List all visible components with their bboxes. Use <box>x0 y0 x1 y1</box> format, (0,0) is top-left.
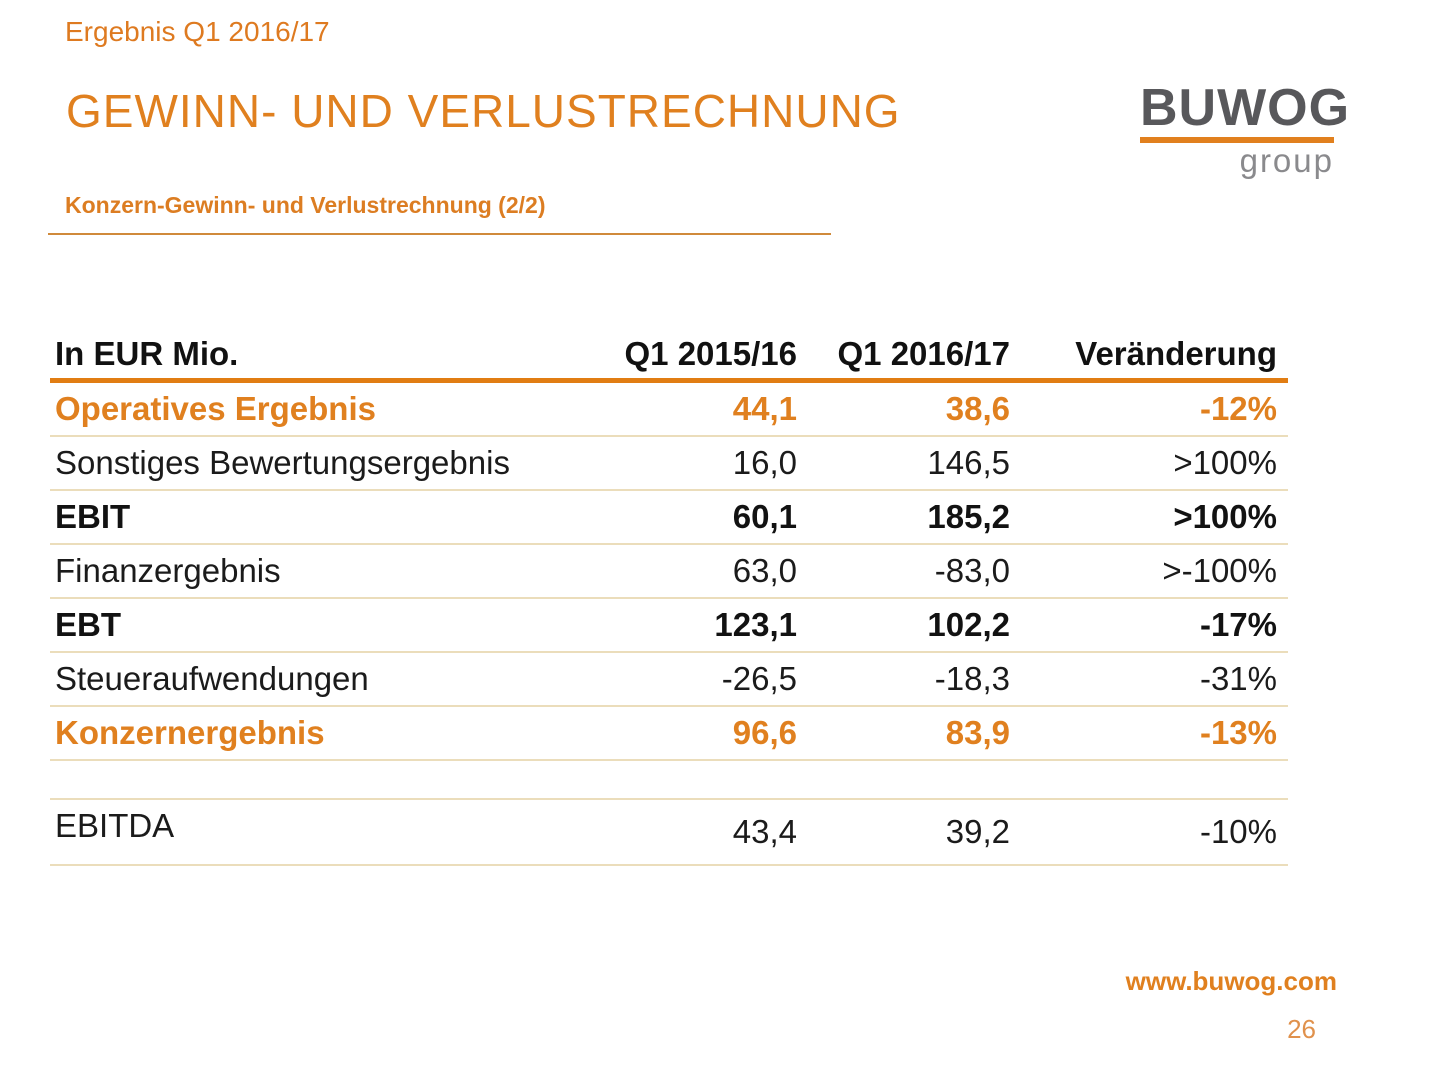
row-value-q1-2016-17: -83,0 <box>934 552 1010 589</box>
row-value-q1-2015-16: -26,5 <box>721 660 797 697</box>
column-header-q1-2015-16: Q1 2015/16 <box>624 335 797 372</box>
page-number: 26 <box>1287 1014 1316 1044</box>
logo-brand-text: BUWOG <box>1140 79 1351 137</box>
row-value-q1-2016-17: 38,6 <box>945 390 1010 427</box>
row-label: Konzernergebnis <box>55 714 325 751</box>
row-label: Operatives Ergebnis <box>55 390 376 427</box>
table-row: Finanzergebnis 63,0 -83,0 >-100% <box>50 545 1288 599</box>
table-row: EBIT 60,1 185,2 >100% <box>50 491 1288 545</box>
logo-underline-bar <box>1140 137 1334 143</box>
row-label: Sonstiges Bewertungsergebnis <box>55 444 510 481</box>
subtitle-rule <box>48 233 831 235</box>
page-title: GEWINN- UND VERLUSTRECHNUNG <box>66 85 901 137</box>
row-label: EBT <box>55 606 121 643</box>
row-value-change: -31% <box>1199 660 1277 697</box>
row-value-q1-2015-16: 60,1 <box>732 498 797 535</box>
column-header-change: Veränderung <box>1075 335 1277 372</box>
row-value-change: -12% <box>1199 390 1277 427</box>
row-value-q1-2016-17: -18,3 <box>934 660 1010 697</box>
row-value-change: >-100% <box>1162 552 1277 589</box>
table-row: Sonstiges Bewertungsergebnis 16,0 146,5 … <box>50 437 1288 491</box>
column-header-label: In EUR Mio. <box>55 335 239 372</box>
row-label: Finanzergebnis <box>55 552 281 589</box>
row-value-q1-2016-17: 39,2 <box>945 813 1010 850</box>
table-row: Operatives Ergebnis 44,1 38,6 -12% <box>50 383 1288 437</box>
row-value-q1-2015-16: 43,4 <box>732 813 797 850</box>
row-value-q1-2015-16: 16,0 <box>732 444 797 481</box>
table-row: Konzernergebnis 96,6 83,9 -13% <box>50 707 1288 761</box>
pnl-table: In EUR Mio. Q1 2015/16 Q1 2016/17 Veränd… <box>50 330 1288 866</box>
row-value-q1-2016-17: 83,9 <box>945 714 1010 751</box>
row-value-q1-2015-16: 123,1 <box>714 606 797 643</box>
row-value-change: -17% <box>1199 606 1277 643</box>
row-value-change: -10% <box>1199 813 1277 850</box>
logo-suffix-text: group <box>1239 142 1334 179</box>
row-label: EBITDA <box>55 807 175 844</box>
table-row: EBT 123,1 102,2 -17% <box>50 599 1288 653</box>
section-subtitle: Konzern-Gewinn- und Verlustrechnung (2/2… <box>65 192 546 218</box>
table-header-row: In EUR Mio. Q1 2015/16 Q1 2016/17 Veränd… <box>50 330 1288 383</box>
table-row-ebitda: EBITDA 43,4 39,2 -10% <box>50 798 1288 866</box>
row-label: Steueraufwendungen <box>55 660 369 697</box>
row-value-change: >100% <box>1173 444 1277 481</box>
table-row: Steueraufwendungen -26,5 -18,3 -31% <box>50 653 1288 707</box>
row-value-q1-2016-17: 146,5 <box>927 444 1010 481</box>
row-value-change: -13% <box>1199 714 1277 751</box>
row-value-change: >100% <box>1173 498 1277 535</box>
row-value-q1-2016-17: 102,2 <box>927 606 1010 643</box>
slide-eyebrow: Ergebnis Q1 2016/17 <box>65 16 330 47</box>
row-value-q1-2015-16: 63,0 <box>732 552 797 589</box>
row-value-q1-2016-17: 185,2 <box>927 498 1010 535</box>
row-value-q1-2015-16: 96,6 <box>732 714 797 751</box>
row-value-q1-2015-16: 44,1 <box>732 390 797 427</box>
row-label: EBIT <box>55 498 131 535</box>
column-header-q1-2016-17: Q1 2016/17 <box>837 335 1010 372</box>
table-gap <box>50 761 1288 798</box>
buwog-logo: BUWOG group <box>1140 79 1351 179</box>
footer-website-link[interactable]: www.buwog.com <box>1125 966 1337 996</box>
